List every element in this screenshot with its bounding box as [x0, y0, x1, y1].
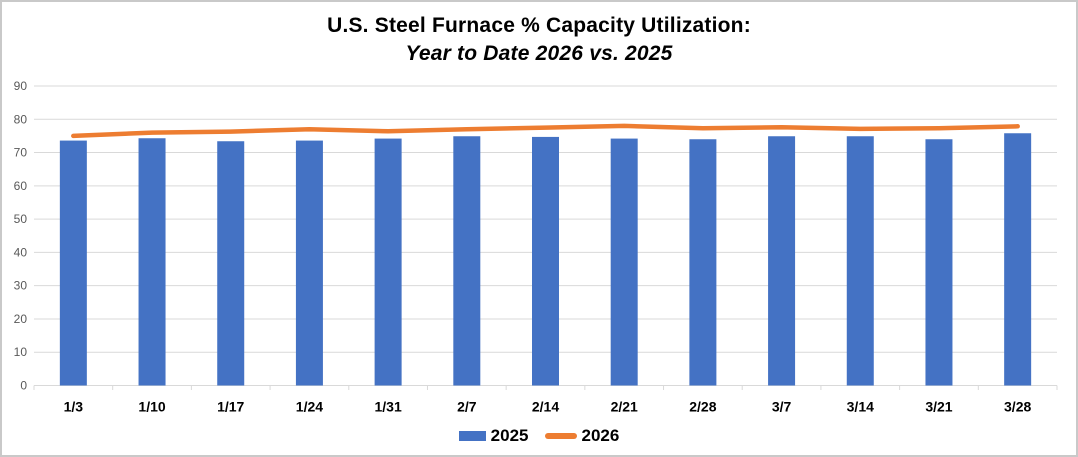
chart-title: U.S. Steel Furnace % Capacity Utilizatio…: [327, 14, 751, 37]
y-tick-label: 80: [14, 112, 28, 126]
line-2026: [71, 123, 1020, 139]
bar-2025: [217, 141, 245, 386]
y-tick-label: 10: [14, 345, 28, 359]
x-tick-label: 2/21: [611, 399, 638, 415]
bar-2025: [374, 138, 402, 386]
x-tick-label: 1/17: [217, 399, 244, 415]
y-tick-label: 90: [14, 79, 28, 93]
chart-title-block: U.S. Steel Furnace % Capacity Utilizatio…: [2, 12, 1076, 69]
bar-2025: [610, 138, 638, 386]
bar-2025: [689, 139, 717, 386]
x-tick-label: 3/21: [925, 399, 952, 415]
y-tick-label: 30: [14, 279, 28, 293]
x-tick-label: 2/28: [689, 399, 716, 415]
y-tick-label: 60: [14, 179, 28, 193]
y-tick-label: 40: [14, 245, 28, 259]
bar-2025: [453, 136, 481, 386]
x-tick-label: 1/10: [138, 399, 165, 415]
bar-2025: [138, 138, 166, 386]
x-tick-label: 1/31: [374, 399, 401, 415]
legend-item-2026: 2026: [544, 426, 620, 446]
chart-subtitle: Year to Date 2026 vs. 2025: [405, 42, 673, 66]
legend-item-2025: 2025: [458, 426, 529, 446]
x-tick-label: 3/7: [772, 399, 792, 415]
bar-2025: [295, 140, 323, 386]
bar-2025: [768, 136, 796, 386]
y-tick-label: 0: [20, 379, 27, 393]
x-tick-label: 1/3: [64, 399, 84, 415]
legend-bar-swatch: [458, 431, 486, 441]
x-tick-label: 2/14: [532, 399, 559, 415]
x-tick-label: 3/28: [1004, 399, 1031, 415]
x-tick-label: 2/7: [457, 399, 477, 415]
y-tick-label: 20: [14, 312, 28, 326]
bar-2025: [59, 140, 87, 386]
legend-line-swatch: [544, 433, 577, 439]
bar-2025: [532, 136, 559, 386]
bar-2025: [1004, 133, 1032, 386]
x-tick-label: 1/24: [296, 399, 323, 415]
y-tick-label: 70: [14, 146, 28, 160]
legend: 2025 2026: [2, 426, 1076, 446]
x-tick-label: 3/14: [847, 399, 874, 415]
legend-label-2025: 2025: [490, 426, 529, 445]
y-tick-label: 50: [14, 212, 28, 226]
bar-2025: [925, 139, 953, 386]
bar-2025: [846, 136, 874, 386]
legend-label-2026: 2026: [581, 426, 620, 445]
